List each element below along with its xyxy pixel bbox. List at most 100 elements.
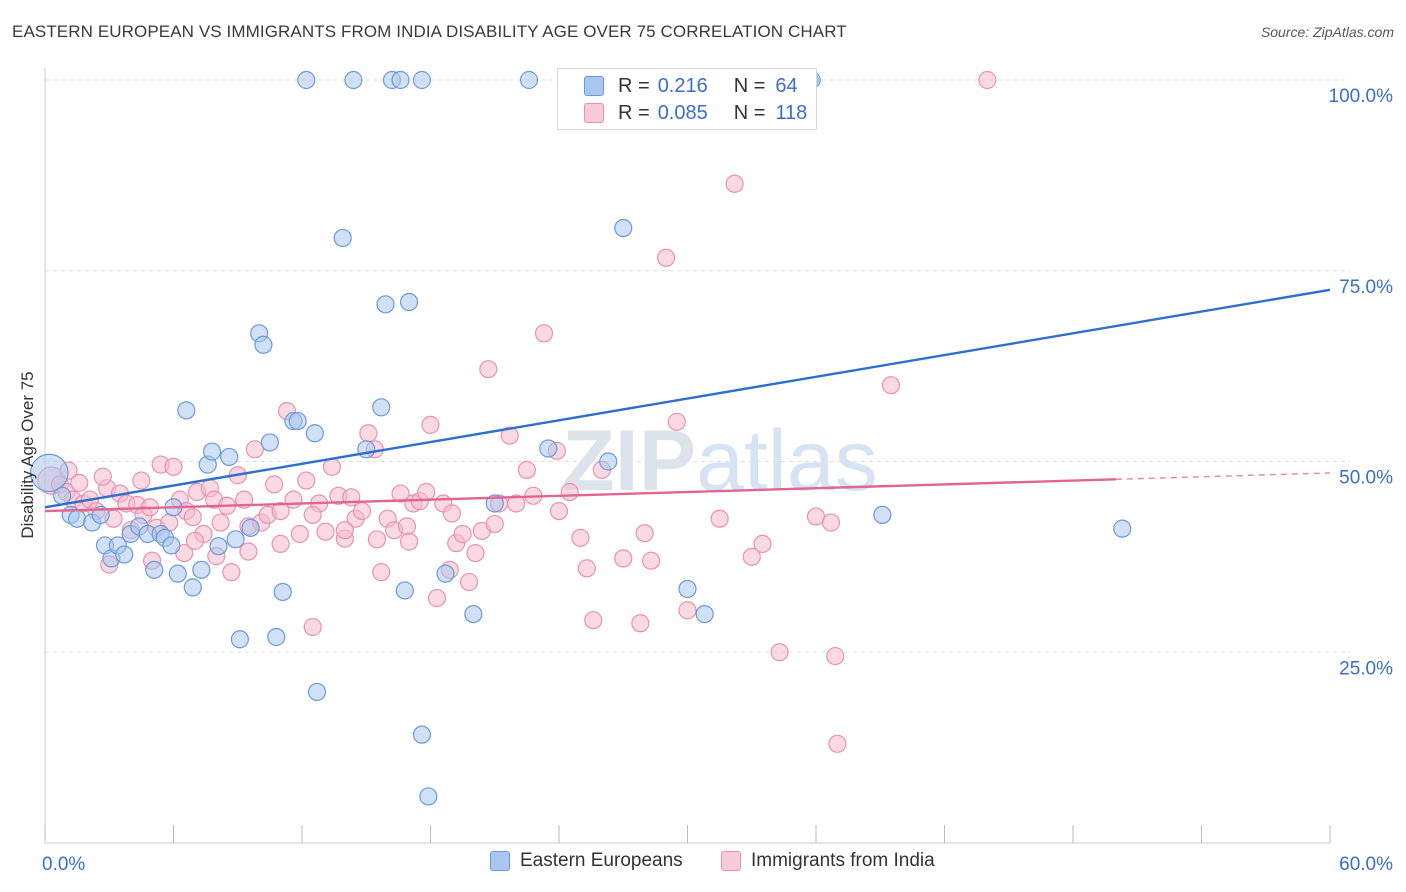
n-label: N = <box>733 101 766 124</box>
r-label: R = <box>618 101 650 124</box>
india-point <box>571 528 590 547</box>
legend-label: Immigrants from India <box>751 850 935 871</box>
eastern-european-points <box>29 70 1132 806</box>
eastern-european-point <box>391 70 410 90</box>
india-point <box>656 248 676 267</box>
india-point <box>560 482 579 502</box>
india-point <box>667 412 686 431</box>
india-point <box>372 563 391 582</box>
eastern-european-point <box>68 509 87 528</box>
india-point <box>303 505 322 525</box>
eastern-european-point <box>333 228 352 248</box>
india-point <box>641 551 661 570</box>
eastern-european-point <box>202 442 222 461</box>
india-point <box>399 532 419 551</box>
eastern-european-point <box>260 433 279 452</box>
india-point <box>239 542 258 561</box>
eastern-european-point <box>297 70 316 90</box>
y-tick-label: 25.0% <box>1339 658 1393 679</box>
eastern-european-point <box>115 545 134 564</box>
eastern-european-point <box>678 579 697 599</box>
india-point <box>753 534 772 554</box>
india-point <box>271 534 290 554</box>
y-tick-label: 100.0% <box>1329 86 1394 107</box>
india-point <box>453 524 472 544</box>
eastern-european-point <box>226 530 245 549</box>
stats-legend: R = 0.216 N = 64 R = 0.085 N = 118 <box>557 68 817 130</box>
eastern-european-point <box>192 560 211 579</box>
eastern-european-point <box>254 335 273 354</box>
india-point <box>485 514 504 534</box>
y-tick-label: 50.0% <box>1339 468 1393 489</box>
india-point <box>614 549 633 568</box>
eastern-european-point <box>168 564 187 583</box>
n-value: 64 <box>775 74 798 97</box>
eastern-european-point <box>183 578 202 597</box>
legend-swatch-pink <box>584 103 604 123</box>
eastern-european-point <box>614 218 633 238</box>
r-label: R = <box>618 74 650 97</box>
india-point <box>284 490 303 509</box>
india-point <box>303 617 322 637</box>
india-point <box>417 482 436 502</box>
x-tick-label: 0.0% <box>42 854 85 875</box>
india-point <box>584 611 603 630</box>
india-point <box>459 572 479 592</box>
india-point <box>881 376 901 395</box>
r-value: 0.085 <box>657 101 708 124</box>
eastern-european-point <box>464 604 483 624</box>
watermark-atlas: atlas <box>696 413 878 509</box>
eastern-european-point <box>162 536 181 555</box>
india-point <box>290 524 309 544</box>
india-point <box>297 471 316 490</box>
eastern-european-point <box>695 604 714 624</box>
eastern-european-point <box>419 787 438 806</box>
axis-labels: 25.0% 50.0% 75.0% 100.0% 0.0% 60.0% <box>42 86 1393 875</box>
eastern-european-point <box>29 453 69 493</box>
india-point <box>132 471 151 490</box>
india-point <box>427 588 447 608</box>
y-tick-label: 75.0% <box>1339 277 1393 298</box>
legend-swatch-blue <box>490 851 510 871</box>
india-point <box>164 457 183 476</box>
india-point <box>821 513 841 532</box>
eastern-european-point <box>376 295 395 314</box>
india-point <box>828 734 847 753</box>
india-point <box>367 530 387 549</box>
legend-item-immigrants-india[interactable]: Immigrants from India <box>721 850 935 872</box>
eastern-european-point <box>305 424 324 443</box>
india-point <box>710 509 729 528</box>
eastern-european-point <box>436 564 455 583</box>
india-point <box>826 646 845 666</box>
legend-swatch-pink <box>721 851 741 871</box>
eastern-european-point <box>267 627 286 647</box>
india-point <box>70 473 89 492</box>
india-point <box>183 508 202 527</box>
eastern-european-point <box>412 725 432 744</box>
legend-row-eastern-european: R = 0.216 N = 64 <box>584 73 798 99</box>
india-point <box>978 70 997 90</box>
trend-line-extension <box>1115 472 1331 481</box>
india-point <box>725 174 744 193</box>
india-point <box>335 521 354 540</box>
legend-item-eastern-europeans[interactable]: Eastern Europeans <box>490 850 683 872</box>
eastern-european-point <box>539 439 558 458</box>
india-point <box>185 531 205 550</box>
india-point <box>93 467 112 486</box>
eastern-european-point <box>412 70 432 90</box>
trend-lines <box>44 288 1331 513</box>
eastern-european-point <box>307 682 327 702</box>
eastern-european-point <box>395 581 414 600</box>
india-point <box>534 324 554 343</box>
eastern-european-point <box>241 518 260 537</box>
india-point <box>466 543 485 563</box>
trend-line <box>44 288 1331 509</box>
trend-line <box>44 478 1116 513</box>
legend-label: Eastern Europeans <box>520 850 683 871</box>
india-point <box>265 475 284 494</box>
eastern-european-point <box>273 582 292 602</box>
india-points <box>37 70 997 753</box>
gridlines <box>45 79 1350 653</box>
india-point <box>507 494 526 513</box>
